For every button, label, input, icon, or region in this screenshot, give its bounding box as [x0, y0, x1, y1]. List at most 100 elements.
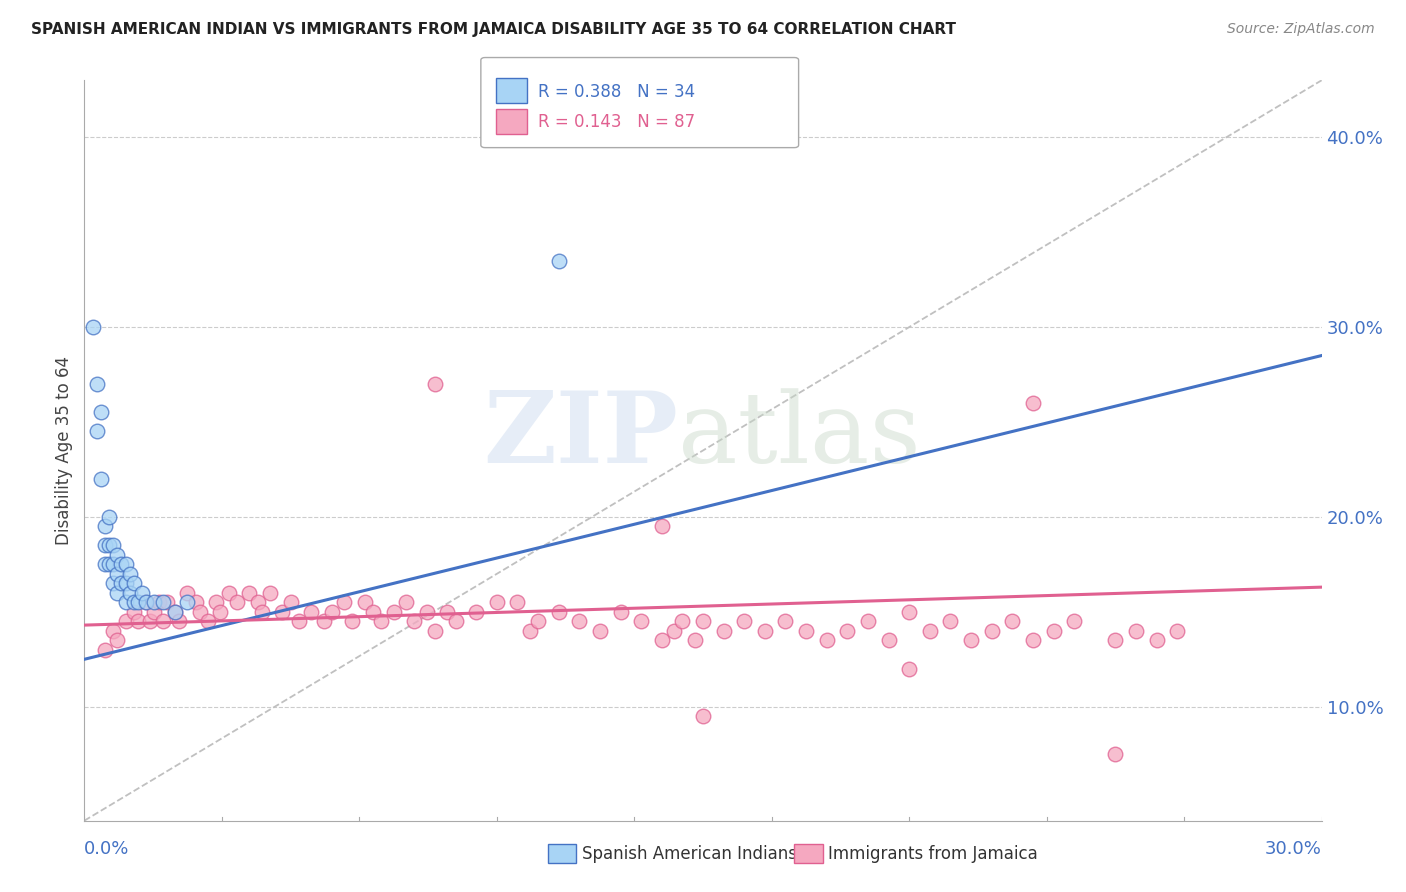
Point [103, 624, 125, 638]
Point [90, 405, 112, 419]
Point [135, 595, 157, 609]
Point [1104, 747, 1126, 762]
Point [114, 576, 136, 591]
Point [259, 586, 281, 600]
Text: R = 0.143   N = 87: R = 0.143 N = 87 [538, 113, 696, 131]
Point [568, 615, 591, 629]
Point [333, 595, 356, 609]
Point [609, 605, 631, 619]
Text: 0.0%: 0.0% [84, 839, 129, 857]
Point [1022, 396, 1045, 410]
Point [209, 605, 232, 619]
Point [94, 642, 117, 657]
Point [1001, 615, 1024, 629]
Point [754, 624, 776, 638]
Point [226, 595, 249, 609]
Text: Source: ZipAtlas.com: Source: ZipAtlas.com [1227, 22, 1375, 37]
Point [312, 615, 335, 629]
Point [152, 595, 174, 609]
Point [485, 595, 508, 609]
Point [114, 615, 136, 629]
Point [321, 605, 343, 619]
Point [1104, 633, 1126, 648]
Point [395, 595, 418, 609]
Point [114, 595, 136, 609]
Point [94, 519, 117, 533]
Point [1125, 624, 1147, 638]
Text: atlas: atlas [678, 388, 921, 483]
Text: Spanish American Indians: Spanish American Indians [582, 845, 797, 863]
Point [86, 377, 108, 392]
Text: 30.0%: 30.0% [1265, 839, 1322, 857]
Point [1042, 624, 1064, 638]
Point [733, 615, 755, 629]
Point [156, 595, 179, 609]
Point [1022, 633, 1045, 648]
Point [167, 615, 190, 629]
Point [122, 595, 145, 609]
Point [176, 586, 198, 600]
Text: ZIP: ZIP [484, 387, 678, 484]
Point [898, 662, 921, 676]
Point [630, 615, 652, 629]
Point [110, 576, 132, 591]
Point [898, 605, 921, 619]
Point [683, 633, 706, 648]
Point [423, 624, 446, 638]
Point [122, 605, 145, 619]
Point [197, 615, 219, 629]
Point [118, 586, 141, 600]
Point [1063, 615, 1085, 629]
Point [415, 605, 437, 619]
Point [404, 615, 426, 629]
Point [382, 605, 405, 619]
Point [837, 624, 859, 638]
Point [165, 605, 187, 619]
Point [651, 633, 673, 648]
Point [90, 472, 112, 486]
Point [103, 558, 125, 572]
Point [775, 615, 797, 629]
Point [342, 615, 364, 629]
Point [527, 615, 550, 629]
Point [105, 548, 128, 562]
Point [794, 624, 817, 638]
Point [114, 558, 136, 572]
Point [299, 605, 322, 619]
Point [423, 377, 446, 392]
Point [176, 595, 198, 609]
Point [188, 605, 211, 619]
Point [506, 595, 529, 609]
Point [184, 595, 207, 609]
Point [110, 558, 132, 572]
Point [713, 624, 735, 638]
Point [353, 595, 375, 609]
Point [651, 519, 673, 533]
Point [436, 605, 458, 619]
Point [547, 253, 569, 268]
Point [103, 538, 125, 552]
Point [370, 615, 392, 629]
Point [94, 538, 117, 552]
Point [98, 538, 121, 552]
Point [165, 605, 187, 619]
Point [271, 605, 294, 619]
Y-axis label: Disability Age 35 to 64: Disability Age 35 to 64 [55, 356, 73, 545]
Point [152, 615, 174, 629]
Text: SPANISH AMERICAN INDIAN VS IMMIGRANTS FROM JAMAICA DISABILITY AGE 35 TO 64 CORRE: SPANISH AMERICAN INDIAN VS IMMIGRANTS FR… [31, 22, 956, 37]
Point [1146, 633, 1168, 648]
Point [238, 586, 260, 600]
Point [662, 624, 685, 638]
Point [444, 615, 467, 629]
Point [980, 624, 1002, 638]
Point [103, 576, 125, 591]
Text: R = 0.388   N = 34: R = 0.388 N = 34 [538, 83, 696, 101]
Point [118, 566, 141, 581]
Point [519, 624, 541, 638]
Point [671, 615, 693, 629]
Point [105, 566, 128, 581]
Point [692, 709, 714, 723]
Point [815, 633, 838, 648]
Point [135, 595, 157, 609]
Point [131, 586, 153, 600]
